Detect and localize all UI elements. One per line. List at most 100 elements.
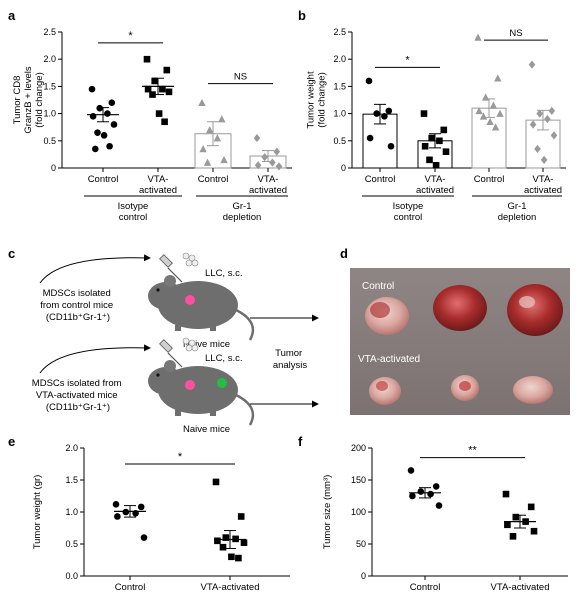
data-point	[92, 145, 99, 153]
panel-label-a: a	[8, 8, 16, 23]
data-point	[529, 120, 537, 129]
data-point	[365, 77, 373, 85]
data-point	[104, 110, 111, 117]
data-point	[220, 155, 228, 164]
tumor-control-1	[365, 297, 409, 335]
y-tick-label: 1.5	[333, 81, 346, 91]
y-axis-label: Tumor CD8GranzB + levels(fold change)	[12, 66, 45, 134]
category-label: VTA-activated	[491, 582, 550, 593]
group-label: control	[394, 212, 423, 223]
syringe-bottom-icon	[159, 337, 199, 368]
data-point	[203, 158, 212, 166]
y-tick-label: 1.0	[65, 507, 78, 517]
data-point	[253, 133, 261, 143]
data-point	[228, 553, 235, 561]
category-label: Control	[365, 174, 396, 185]
y-tick-label: 0.5	[43, 136, 56, 146]
y-tick-label: 100	[351, 507, 366, 517]
data-point	[536, 109, 543, 118]
arrow-bottom-source	[39, 344, 151, 374]
photo-label-vta: VTA-activated	[358, 354, 420, 365]
data-point	[275, 162, 283, 171]
y-tick-label: 150	[351, 475, 366, 485]
y-tick-label: 2.0	[333, 54, 346, 64]
data-point	[528, 60, 536, 69]
data-point	[214, 537, 221, 545]
chart-f-tumor-size: 0 50 100 150 200 Tumor size (mm³) Control VTA-a…	[322, 443, 568, 593]
data-point	[442, 148, 450, 155]
data-point	[94, 129, 101, 136]
chart-b-tumor-weight: 0 0.5 1.0 1.5 2.0 2.5 Tumor weight(fold change…	[306, 27, 566, 223]
category-label: VTA-	[533, 174, 554, 185]
data-point	[100, 132, 108, 139]
data-point	[161, 118, 168, 126]
panel-label-b: b	[298, 8, 306, 23]
y-tick-label: 2.0	[65, 443, 78, 453]
injection-top-label: LLC, s.c.	[205, 268, 243, 279]
vta-marker-green	[217, 378, 227, 388]
data-point	[159, 85, 166, 93]
arrow-top-source	[39, 254, 151, 284]
data-point	[428, 134, 435, 142]
data-point	[550, 131, 558, 140]
data-point	[269, 158, 276, 167]
significance-label: NS	[234, 72, 247, 83]
data-point	[534, 144, 541, 154]
data-point	[540, 155, 548, 164]
data-point	[426, 156, 433, 164]
y-tick-label: 1.0	[43, 109, 56, 119]
group-label: Gr-1	[508, 201, 527, 212]
data-point	[436, 137, 443, 145]
data-point	[522, 518, 529, 525]
category-label: Control	[410, 582, 441, 593]
data-point	[475, 106, 483, 115]
source-bottom: MDSCs isolated from VTA-activated mice (…	[32, 378, 124, 413]
data-point	[110, 121, 118, 128]
schematic-c: MDSCs isolated from control mice (CD11b⁺…	[32, 252, 319, 435]
data-point	[155, 110, 163, 117]
y-tick-label: 0.0	[65, 571, 78, 581]
significance-label: **	[468, 445, 477, 457]
data-point	[502, 490, 510, 498]
data-point	[494, 74, 502, 82]
data-point	[206, 126, 214, 134]
data-point	[491, 123, 500, 131]
data-point	[530, 527, 538, 535]
y-tick-label: 1.5	[43, 81, 56, 91]
y-tick-label: 1.5	[65, 475, 78, 485]
data-point	[218, 115, 226, 123]
data-point	[151, 77, 158, 85]
data-point	[143, 55, 151, 63]
category-label: activated	[524, 185, 562, 196]
data-point	[486, 117, 494, 126]
data-point	[232, 535, 239, 543]
data-point	[417, 488, 425, 495]
y-axis-label-line: (fold change)	[34, 72, 45, 127]
data-point	[509, 533, 517, 540]
significance-label: *	[178, 451, 183, 463]
category-label: VTA-	[425, 174, 446, 185]
category-label: Control	[198, 174, 229, 185]
data-point	[432, 161, 440, 169]
data-point	[219, 543, 227, 551]
data-point	[273, 147, 281, 156]
data-point	[198, 98, 206, 107]
data-point	[132, 509, 139, 517]
category-label: activated	[249, 185, 287, 196]
category-label: activated	[139, 185, 177, 196]
data-point	[496, 109, 504, 117]
tumor-analysis-label: Tumor analysis	[273, 348, 308, 371]
mouse-top-label: Naive mice	[183, 339, 230, 350]
data-point	[544, 114, 551, 124]
y-axis-label-line: Tumor CD8	[12, 76, 23, 125]
data-point	[137, 503, 145, 511]
group-label: Isotype	[118, 201, 149, 212]
y-axis-label-line: Tumor weight	[306, 71, 317, 129]
group-label: depletion	[223, 212, 262, 223]
panel-label-e: e	[8, 434, 15, 449]
data-point	[527, 503, 535, 511]
category-label: VTA-activated	[201, 582, 260, 593]
y-axis-label: Tumor weight (gr)	[32, 475, 43, 550]
data-point	[144, 85, 152, 93]
significance-label: NS	[509, 28, 522, 39]
